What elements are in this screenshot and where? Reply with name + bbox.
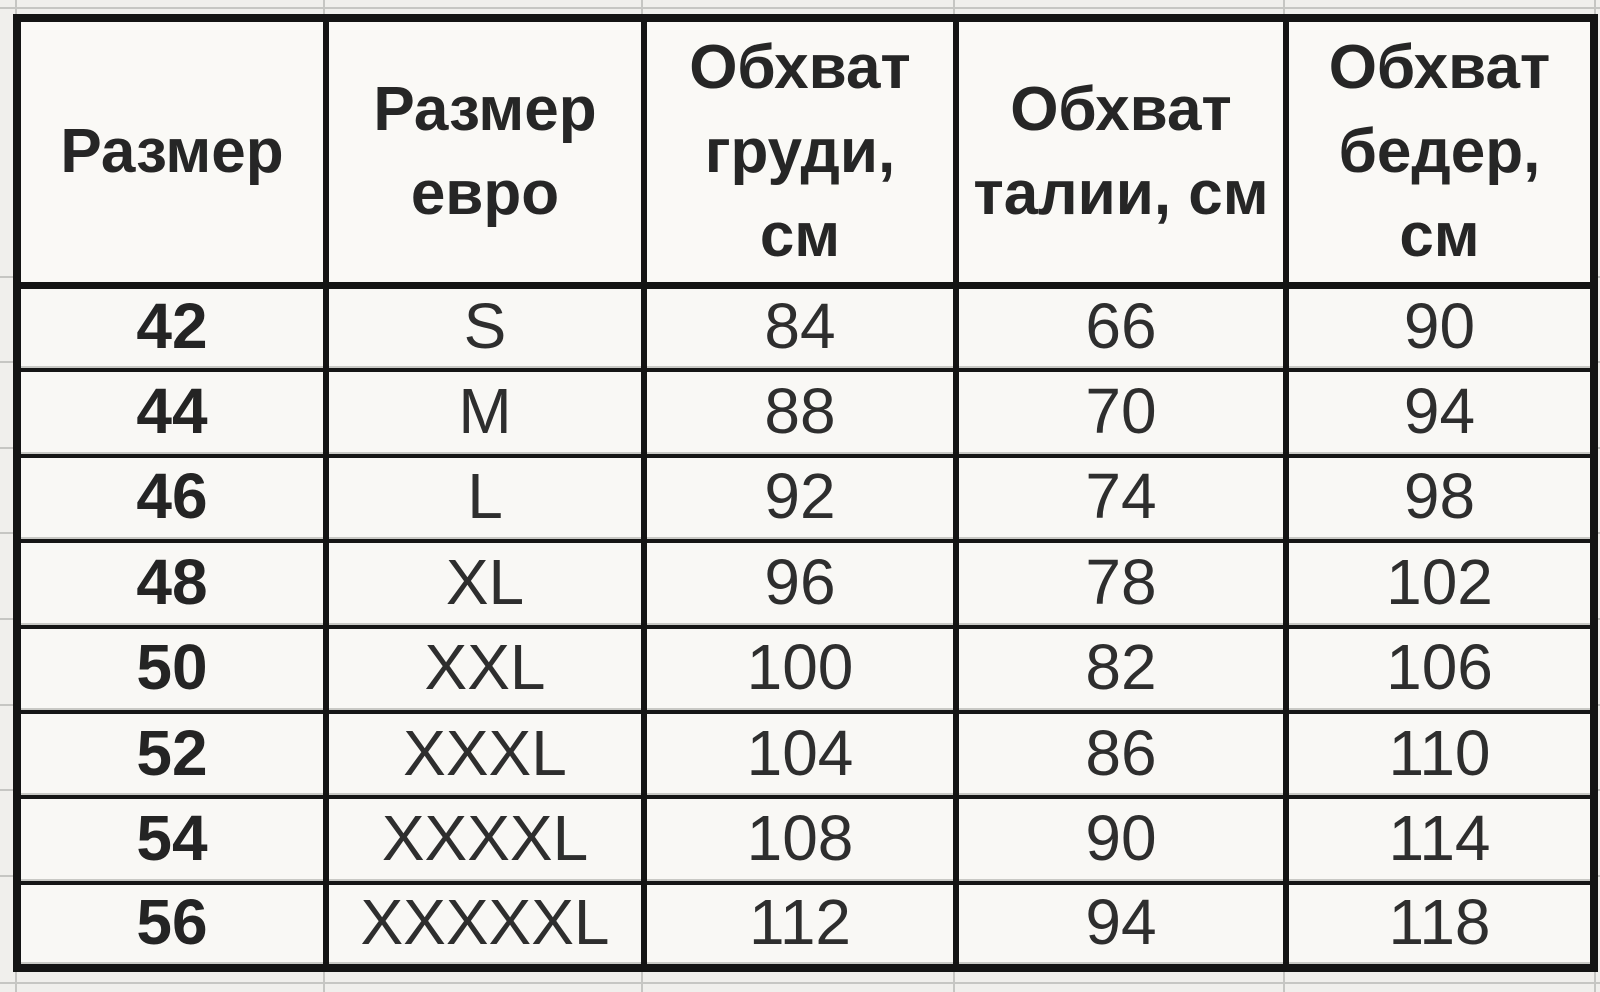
chest-cell: 88 xyxy=(641,368,959,458)
table-row: 54 XXXXL 108 90 114 xyxy=(14,795,1597,885)
euro-cell: XXL xyxy=(323,624,647,714)
size-cell: 54 xyxy=(14,795,329,885)
waist-cell: 70 xyxy=(953,368,1289,458)
chest-cell: 100 xyxy=(641,624,959,714)
size-cell: 46 xyxy=(14,453,329,544)
table-row: 44 M 88 70 94 xyxy=(14,368,1597,458)
hips-cell: 110 xyxy=(1283,709,1597,800)
waist-cell: 94 xyxy=(953,880,1289,971)
hips-cell: 90 xyxy=(1283,282,1597,373)
chest-cell: 104 xyxy=(641,709,959,800)
chest-cell: 84 xyxy=(641,282,959,373)
hips-cell: 118 xyxy=(1283,880,1597,971)
header-cell-euro: Размер евро xyxy=(323,18,647,289)
table-row: 52 XXXL 104 86 110 xyxy=(14,709,1597,800)
euro-cell: XXXL xyxy=(323,709,647,800)
chest-cell: 108 xyxy=(641,795,959,885)
spreadsheet-gridline-horizontal xyxy=(0,7,1600,9)
chest-cell: 96 xyxy=(641,539,959,629)
size-cell: 44 xyxy=(14,368,329,458)
header-cell-chest: Обхват груди, см xyxy=(641,18,959,289)
size-chart-table: Размер Размер евро Обхват груди, см Обхв… xyxy=(13,14,1598,972)
header-cell-size: Размер xyxy=(14,18,329,289)
table-row: 42 S 84 66 90 xyxy=(14,282,1597,373)
hips-cell: 106 xyxy=(1283,624,1597,714)
hips-cell: 98 xyxy=(1283,453,1597,544)
table-header-row: Размер Размер евро Обхват груди, см Обхв… xyxy=(14,18,1597,289)
header-cell-waist: Обхват талии, см xyxy=(953,18,1289,289)
size-cell: 50 xyxy=(14,624,329,714)
waist-cell: 74 xyxy=(953,453,1289,544)
spreadsheet-gridline-horizontal xyxy=(0,982,1600,984)
chest-cell: 112 xyxy=(641,880,959,971)
euro-cell: XL xyxy=(323,539,647,629)
waist-cell: 66 xyxy=(953,282,1289,373)
hips-cell: 102 xyxy=(1283,539,1597,629)
table-row: 50 XXL 100 82 106 xyxy=(14,624,1597,714)
euro-cell: XXXXXL xyxy=(323,880,647,971)
hips-cell: 114 xyxy=(1283,795,1597,885)
waist-cell: 78 xyxy=(953,539,1289,629)
size-cell: 48 xyxy=(14,539,329,629)
waist-cell: 82 xyxy=(953,624,1289,714)
size-cell: 42 xyxy=(14,282,329,373)
euro-cell: M xyxy=(323,368,647,458)
euro-cell: XXXXL xyxy=(323,795,647,885)
table-row: 46 L 92 74 98 xyxy=(14,453,1597,544)
table-row: 48 XL 96 78 102 xyxy=(14,539,1597,629)
chest-cell: 92 xyxy=(641,453,959,544)
euro-cell: S xyxy=(323,282,647,373)
euro-cell: L xyxy=(323,453,647,544)
waist-cell: 86 xyxy=(953,709,1289,800)
size-cell: 52 xyxy=(14,709,329,800)
table-row: 56 XXXXXL 112 94 118 xyxy=(14,880,1597,971)
header-cell-hips: Обхват бедер, см xyxy=(1283,18,1597,289)
waist-cell: 90 xyxy=(953,795,1289,885)
size-cell: 56 xyxy=(14,880,329,971)
hips-cell: 94 xyxy=(1283,368,1597,458)
